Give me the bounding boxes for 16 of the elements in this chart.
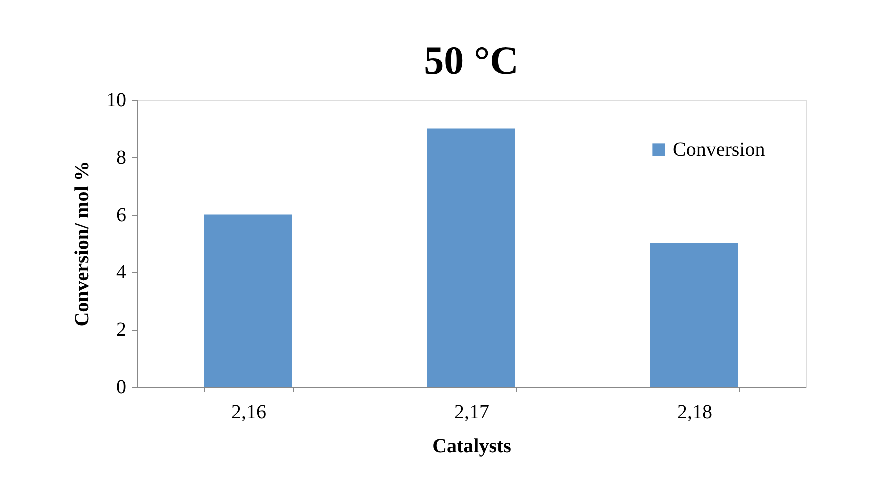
x-tick-label: 2,18	[678, 402, 712, 424]
y-tick-label: 2	[116, 319, 126, 342]
x-tick-label: 2,16	[232, 402, 266, 424]
legend-label: Conversion	[673, 139, 766, 161]
x-axis-title: Catalysts	[432, 436, 512, 458]
y-axis-title: Conversion/ mol %	[72, 161, 94, 327]
y-tick-label: 4	[116, 262, 126, 284]
bar	[428, 128, 516, 387]
bar	[204, 214, 292, 387]
y-tick-label: 8	[116, 146, 126, 169]
y-tick-label: 0	[116, 376, 126, 398]
bar	[650, 244, 738, 387]
chart-title: 50 °C	[424, 38, 519, 83]
y-tick-label: 6	[116, 204, 126, 226]
y-tick-label: 10	[106, 90, 126, 112]
x-tick-label: 2,17	[454, 402, 490, 424]
